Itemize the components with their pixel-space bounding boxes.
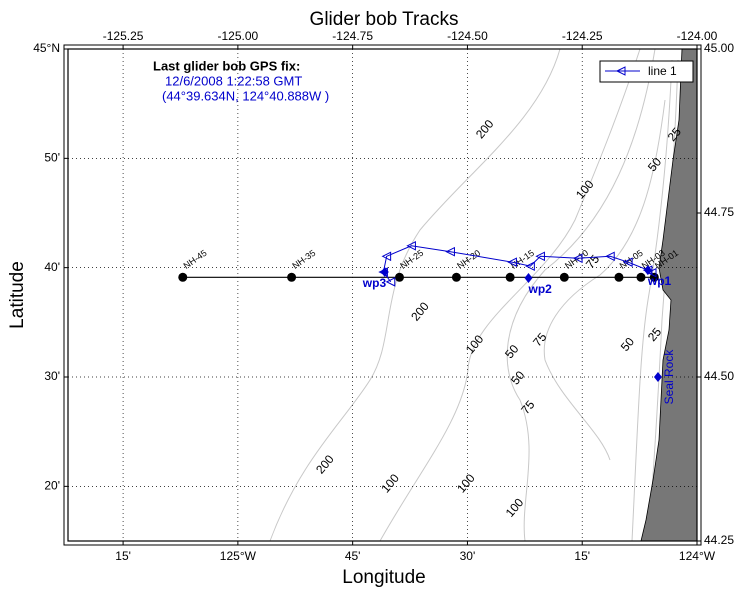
legend-marker xyxy=(615,66,626,76)
land xyxy=(640,48,698,542)
x2-tick-label: -125.00 xyxy=(218,29,259,43)
station xyxy=(559,272,569,282)
y2-tick-label: 45.00 xyxy=(704,41,734,55)
x2-tick-label: -124.75 xyxy=(332,29,373,43)
track-marker xyxy=(406,240,416,251)
isobath xyxy=(506,48,656,542)
y-tick-label: 30' xyxy=(44,369,60,383)
isobath xyxy=(543,99,666,461)
waypoint-label: wp1 xyxy=(647,274,672,288)
legend-label: line 1 xyxy=(648,64,677,78)
track-marker xyxy=(525,261,535,271)
isobaths xyxy=(269,48,679,542)
x-tick-label: 45' xyxy=(345,549,361,563)
station xyxy=(505,272,515,282)
waypoint-label: wp3 xyxy=(362,276,387,290)
y2-tick-label: 44.50 xyxy=(704,369,734,383)
y-tick-label: 45°N xyxy=(33,41,60,55)
track-marker xyxy=(623,257,633,268)
station xyxy=(287,272,297,282)
legend: line 1 xyxy=(599,60,694,83)
waypoint-label: Seal Rock xyxy=(662,349,676,405)
x2-tick-label: -125.25 xyxy=(103,29,144,43)
annotation: (44°39.634N, 124°40.888W ) xyxy=(162,88,329,103)
waypoint xyxy=(380,267,389,278)
isobath xyxy=(269,48,561,542)
x2-tick-label: -124.25 xyxy=(562,29,603,43)
annotation: 12/6/2008 1:22:58 GMT xyxy=(165,73,302,88)
track-marker xyxy=(445,246,455,257)
station xyxy=(451,272,461,282)
track-marker xyxy=(572,253,583,264)
x-tick-label: 15' xyxy=(574,549,590,563)
chart-title: Glider bob Tracks xyxy=(310,9,459,30)
y2-tick-label: 44.75 xyxy=(704,205,734,219)
track-marker xyxy=(507,257,517,268)
outer-frame xyxy=(63,44,702,546)
track-marker xyxy=(385,277,396,287)
waypoint xyxy=(524,272,533,283)
y2-tick-label: 44.25 xyxy=(704,533,734,547)
y-tick-label: 40' xyxy=(44,260,60,274)
track-marker xyxy=(605,251,615,262)
isobath xyxy=(647,59,679,542)
x-tick-label: 30' xyxy=(460,549,476,563)
isobath xyxy=(379,48,641,542)
annotation: Last glider bob GPS fix: xyxy=(153,58,300,73)
plot-frame xyxy=(67,48,698,542)
station xyxy=(394,272,404,282)
waypoint xyxy=(653,372,662,382)
x-tick-label: 124°W xyxy=(679,549,716,563)
track-line xyxy=(382,245,653,283)
x-axis-label: Longitude xyxy=(342,567,425,588)
station xyxy=(178,272,188,282)
track-marker xyxy=(646,267,657,278)
waypoint xyxy=(643,265,652,276)
y-tick-label: 50' xyxy=(44,151,60,165)
station xyxy=(614,272,624,282)
isobath xyxy=(631,59,673,542)
x2-tick-label: -124.50 xyxy=(447,29,488,43)
waypoint-label: wp2 xyxy=(528,282,553,296)
x2-tick-label: -124.00 xyxy=(677,29,718,43)
track-marker xyxy=(535,251,545,262)
x-tick-label: 125°W xyxy=(220,549,257,563)
y-tick-label: 20' xyxy=(44,479,60,493)
station xyxy=(636,272,646,282)
y-axis-label: Latitude xyxy=(7,261,28,329)
track-marker xyxy=(381,251,392,262)
legend-box xyxy=(599,60,694,83)
x-tick-label: 15' xyxy=(115,549,131,563)
